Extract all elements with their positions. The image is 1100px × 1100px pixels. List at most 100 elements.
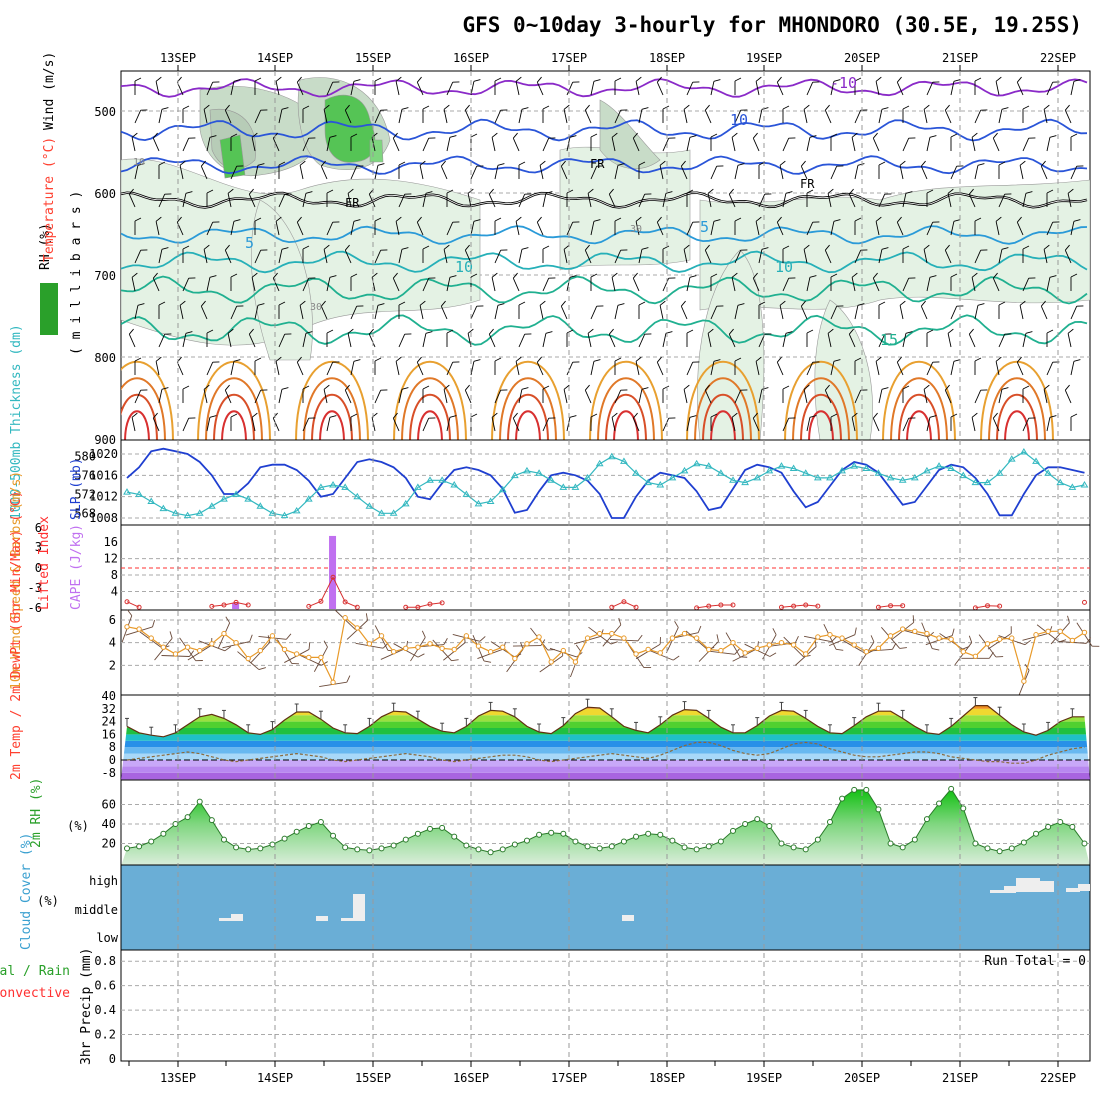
cloud-bar bbox=[990, 890, 1004, 893]
rh2m-point bbox=[220, 836, 227, 843]
barb-staff bbox=[854, 305, 859, 320]
temp-band bbox=[121, 721, 1090, 728]
wind-barb bbox=[731, 272, 738, 292]
rh2m-point bbox=[317, 819, 324, 826]
barb-flag bbox=[374, 77, 382, 82]
wind-barb bbox=[563, 104, 570, 124]
wind10-barb-flag bbox=[127, 609, 133, 616]
barb-flag bbox=[812, 221, 820, 223]
wind-barb bbox=[272, 272, 280, 292]
barb-flag bbox=[761, 107, 769, 110]
barb-staff bbox=[824, 250, 832, 264]
ylabel-precip-total: Total / Rain bbox=[0, 964, 70, 979]
wind10-point bbox=[269, 633, 276, 639]
barb-staff bbox=[179, 305, 184, 320]
barb-staff bbox=[512, 278, 520, 292]
lifted-point bbox=[330, 574, 336, 580]
barb-flag bbox=[980, 109, 988, 111]
barb-staff bbox=[254, 165, 259, 180]
wind-barb bbox=[203, 104, 210, 124]
contour-minus5 bbox=[121, 118, 1088, 142]
wind-barb bbox=[848, 188, 856, 208]
barb-flag bbox=[206, 189, 214, 194]
barb-flag bbox=[584, 104, 590, 111]
rh2m-point bbox=[960, 805, 967, 812]
barb-staff bbox=[683, 249, 688, 264]
barb-flag bbox=[944, 384, 950, 391]
wind-barb bbox=[128, 188, 136, 208]
barb-flag bbox=[473, 79, 481, 82]
wind-barb bbox=[734, 389, 748, 404]
wind10-point bbox=[184, 644, 191, 650]
barb-flag bbox=[635, 356, 642, 362]
barb-staff bbox=[392, 418, 400, 432]
barb-flag bbox=[596, 305, 604, 307]
wind-barb bbox=[470, 305, 484, 320]
barb-flag bbox=[1001, 247, 1009, 250]
wind-barb bbox=[350, 165, 364, 180]
wind-barb bbox=[587, 328, 594, 348]
wind-barb bbox=[968, 188, 976, 208]
barb-flag bbox=[659, 160, 666, 166]
barb-flag bbox=[1052, 221, 1060, 223]
barb-flag bbox=[563, 104, 570, 110]
wind-barb bbox=[683, 104, 690, 124]
barb-flag bbox=[152, 412, 158, 419]
barb-staff bbox=[704, 250, 712, 264]
wind-barb bbox=[752, 412, 760, 432]
barb-flag bbox=[593, 359, 601, 362]
barb-flag bbox=[182, 385, 190, 390]
wind-barb bbox=[662, 245, 670, 263]
wind10-point bbox=[863, 649, 870, 655]
wind-barb bbox=[254, 389, 268, 404]
wind-barb bbox=[134, 389, 148, 404]
barb-staff bbox=[131, 137, 136, 152]
run-total: Run Total = 0 bbox=[984, 954, 1086, 969]
barb-staff bbox=[182, 193, 187, 208]
barb-flag bbox=[203, 244, 210, 250]
lifted-point bbox=[633, 604, 639, 610]
barb-flag bbox=[944, 104, 950, 111]
temp-ytick: 32 bbox=[102, 702, 116, 716]
barb-flag bbox=[731, 272, 738, 278]
thickness-point bbox=[535, 469, 543, 476]
wind-barb bbox=[1064, 244, 1072, 264]
barb-flag bbox=[761, 387, 769, 390]
barb-staff bbox=[542, 418, 550, 432]
barb-staff bbox=[371, 417, 376, 432]
thickness-point bbox=[959, 471, 968, 479]
wind-barb bbox=[158, 107, 169, 124]
wind10-point bbox=[487, 649, 494, 655]
barb-flag bbox=[347, 328, 354, 334]
barb-flag bbox=[716, 305, 724, 307]
barb-flag bbox=[395, 76, 402, 82]
barb-staff bbox=[587, 193, 592, 208]
wind10-point bbox=[439, 645, 445, 652]
barb-flag bbox=[947, 328, 954, 334]
thickness-point bbox=[656, 481, 665, 488]
barb-flag bbox=[806, 189, 814, 194]
barb-flag bbox=[920, 300, 926, 307]
wind10-point bbox=[415, 644, 421, 650]
rh2m-point bbox=[887, 840, 894, 847]
wind-plot: 642 bbox=[109, 609, 1100, 697]
barb-staff bbox=[326, 222, 334, 236]
barb-flag bbox=[779, 300, 786, 306]
barb-flag bbox=[536, 76, 542, 83]
wind-barb bbox=[326, 415, 337, 432]
wind-barb bbox=[1067, 328, 1074, 348]
barb-flag bbox=[470, 133, 478, 138]
barb-staff bbox=[374, 110, 382, 124]
wind-barb bbox=[395, 356, 402, 376]
wind-barb bbox=[923, 384, 930, 404]
wind-barb bbox=[518, 161, 526, 179]
wind10-barb-flag bbox=[249, 634, 253, 642]
wind-barb bbox=[902, 417, 916, 432]
wind-barb bbox=[542, 191, 553, 208]
wind-ytick: 2 bbox=[109, 658, 116, 672]
barb-flag bbox=[632, 132, 638, 139]
barb-flag bbox=[200, 160, 206, 167]
wind10-point bbox=[1021, 678, 1027, 684]
